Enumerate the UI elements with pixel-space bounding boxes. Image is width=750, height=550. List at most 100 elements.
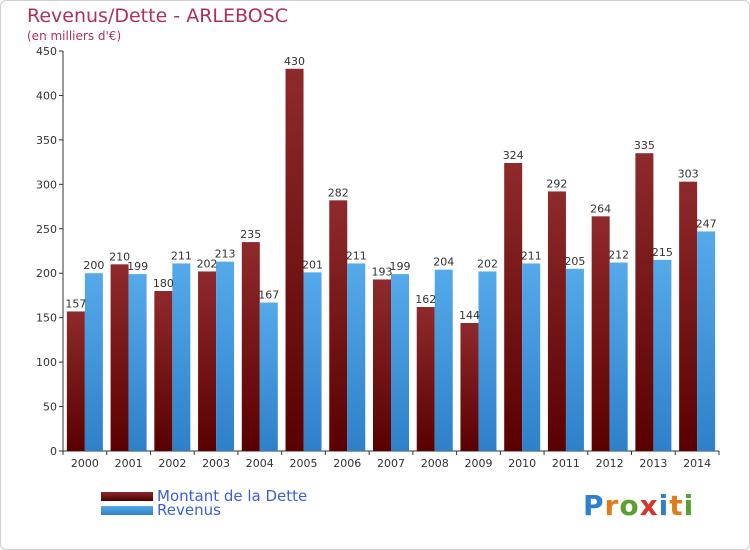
chart-title: Revenus/Dette - ARLEBOSC bbox=[27, 5, 288, 27]
x-tick-label: 2013 bbox=[639, 457, 667, 470]
bar-dette bbox=[591, 216, 610, 451]
legend-item-dette: Montant de la Dette bbox=[101, 487, 308, 505]
x-tick-label: 2007 bbox=[377, 457, 405, 470]
bar-dette bbox=[329, 200, 348, 451]
x-tick-label: 2009 bbox=[464, 457, 492, 470]
y-tick-label: 250 bbox=[36, 223, 57, 236]
x-tick-label: 2005 bbox=[290, 457, 318, 470]
x-tick-label: 2010 bbox=[508, 457, 536, 470]
data-label-dette: 303 bbox=[678, 168, 699, 181]
x-tick-label: 2008 bbox=[421, 457, 449, 470]
bar-dette bbox=[154, 291, 173, 451]
x-tick-label: 2002 bbox=[158, 457, 186, 470]
data-label-dette: 282 bbox=[328, 186, 349, 199]
legend-swatch-dette bbox=[101, 491, 153, 501]
data-label-revenus: 199 bbox=[127, 260, 148, 273]
bar-dette bbox=[66, 311, 85, 451]
bar-revenus bbox=[347, 263, 366, 451]
x-tick-label: 2000 bbox=[71, 457, 99, 470]
logo-letter: i bbox=[658, 489, 670, 522]
bar-dette bbox=[679, 181, 698, 451]
bar-revenus bbox=[522, 263, 541, 451]
bar-revenus bbox=[303, 272, 322, 451]
data-label-revenus: 201 bbox=[302, 258, 323, 271]
x-tick-label: 2001 bbox=[115, 457, 143, 470]
bar-dette bbox=[198, 271, 217, 451]
logo-letter: x bbox=[639, 489, 659, 522]
logo-letter: i bbox=[683, 489, 695, 522]
data-label-revenus: 247 bbox=[696, 217, 717, 230]
data-label-dette: 162 bbox=[415, 293, 436, 306]
data-label-revenus: 212 bbox=[608, 249, 629, 262]
y-tick-label: 300 bbox=[36, 178, 57, 191]
data-label-dette: 430 bbox=[284, 55, 305, 68]
y-tick-label: 100 bbox=[36, 356, 57, 369]
data-label-dette: 210 bbox=[109, 250, 130, 263]
x-tick-label: 2012 bbox=[596, 457, 624, 470]
data-label-dette: 235 bbox=[240, 228, 261, 241]
bar-revenus bbox=[653, 259, 672, 451]
bar-revenus bbox=[609, 262, 628, 451]
data-label-dette: 144 bbox=[459, 309, 480, 322]
x-tick-label: 2003 bbox=[202, 457, 230, 470]
bar-dette bbox=[547, 191, 566, 451]
data-label-revenus: 205 bbox=[564, 255, 585, 268]
legend-label-revenus: Revenus bbox=[157, 501, 221, 519]
data-label-revenus: 202 bbox=[477, 257, 498, 270]
x-tick-label: 2006 bbox=[333, 457, 361, 470]
bar-dette bbox=[241, 242, 260, 451]
data-label-dette: 202 bbox=[197, 257, 218, 270]
data-label-dette: 292 bbox=[546, 177, 567, 190]
data-label-dette: 264 bbox=[590, 202, 611, 215]
bar-revenus bbox=[434, 269, 453, 451]
x-tick-label: 2004 bbox=[246, 457, 274, 470]
bar-dette bbox=[373, 279, 391, 451]
logo-letter: o bbox=[619, 489, 640, 522]
proxiti-logo: Proxiti bbox=[583, 489, 694, 522]
bar-revenus bbox=[172, 263, 191, 451]
legend-label-dette: Montant de la Dette bbox=[157, 487, 308, 505]
data-label-dette: 324 bbox=[503, 149, 524, 162]
logo-letter: P bbox=[583, 489, 605, 522]
logo-letter: t bbox=[669, 489, 684, 522]
data-label-revenus: 211 bbox=[521, 249, 542, 262]
y-tick-label: 150 bbox=[36, 312, 57, 325]
bar-revenus bbox=[391, 274, 409, 451]
bar-revenus bbox=[697, 231, 716, 451]
x-tick-label: 2014 bbox=[683, 457, 711, 470]
bar-revenus bbox=[128, 274, 147, 451]
data-label-revenus: 200 bbox=[83, 259, 104, 272]
y-tick-label: 350 bbox=[36, 134, 57, 147]
bar-revenus bbox=[259, 302, 278, 451]
data-label-revenus: 211 bbox=[346, 249, 367, 262]
logo-letter: r bbox=[604, 489, 620, 522]
bar-revenus bbox=[216, 261, 235, 451]
data-label-dette: 335 bbox=[634, 139, 655, 152]
y-tick-label: 450 bbox=[36, 45, 57, 58]
bar-dette bbox=[460, 323, 479, 451]
bar-dette bbox=[635, 153, 654, 451]
bar-revenus bbox=[565, 268, 584, 451]
data-labels: 1572002101991802112022132351674302012822… bbox=[65, 55, 716, 322]
data-label-revenus: 199 bbox=[390, 260, 411, 273]
data-label-dette: 193 bbox=[372, 265, 393, 278]
bar-revenus bbox=[478, 271, 497, 451]
data-label-revenus: 213 bbox=[215, 248, 236, 261]
x-tick-label: 2011 bbox=[552, 457, 580, 470]
data-label-dette: 180 bbox=[153, 277, 174, 290]
data-label-dette: 157 bbox=[65, 297, 86, 310]
bars bbox=[66, 68, 716, 452]
bar-dette bbox=[416, 307, 435, 451]
bar-dette bbox=[110, 264, 129, 451]
data-label-revenus: 204 bbox=[433, 256, 454, 269]
bar-dette bbox=[285, 68, 304, 452]
chart-subtitle: (en milliers d'€) bbox=[27, 29, 122, 43]
y-tick-label: 200 bbox=[36, 267, 57, 280]
data-label-revenus: 167 bbox=[258, 289, 279, 302]
bar-revenus bbox=[84, 273, 103, 451]
legend-swatch-revenus bbox=[101, 505, 153, 515]
y-tick-label: 50 bbox=[43, 401, 57, 414]
y-tick-label: 0 bbox=[50, 445, 57, 458]
bar-dette bbox=[504, 163, 523, 451]
